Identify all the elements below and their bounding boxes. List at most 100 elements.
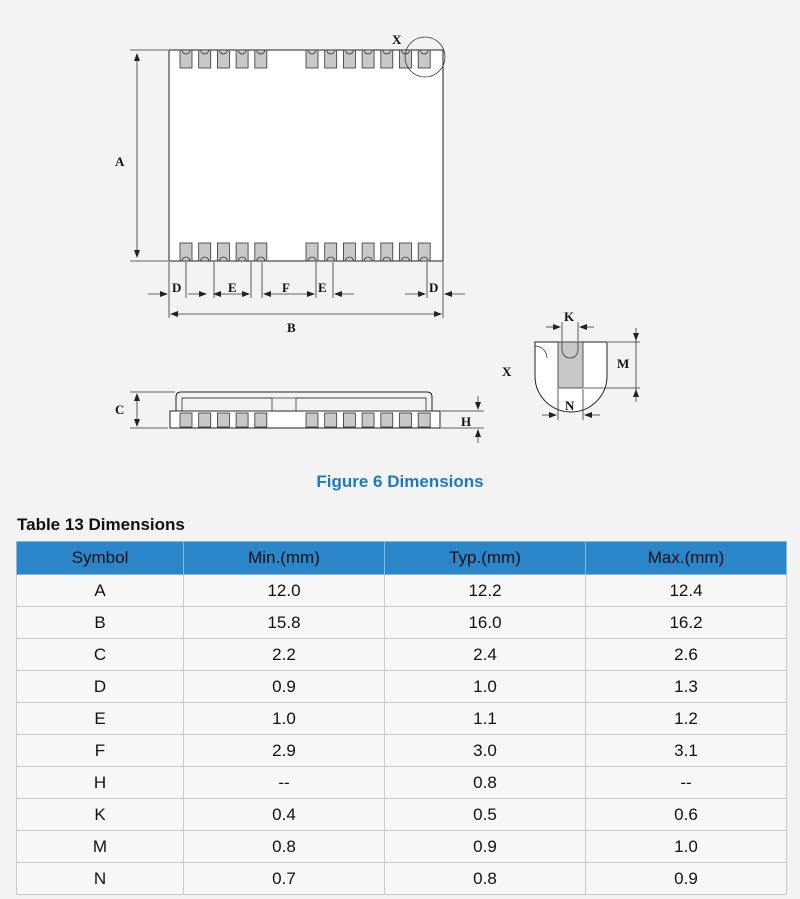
dimension-a: A [115, 49, 168, 262]
table-cell: H [16, 766, 184, 799]
pad-bottom [361, 242, 375, 262]
table-cell: 2.2 [183, 638, 385, 671]
table-cell: C [16, 638, 184, 671]
table-cell: 1.0 [183, 702, 385, 735]
header-min: Min.(mm) [183, 541, 385, 575]
pad-top [342, 49, 356, 69]
pad-top [380, 49, 394, 69]
pad-bottom [216, 242, 230, 262]
label-d-right: D [429, 280, 438, 295]
pad-bottom [324, 242, 338, 262]
pad-side [417, 412, 431, 428]
table-header-row: Symbol Min.(mm) Typ.(mm) Max.(mm) [16, 541, 787, 575]
table-cell: 0.4 [183, 798, 385, 831]
pad-side [216, 412, 230, 428]
pad-notch [219, 49, 228, 55]
table-cell: 0.8 [384, 766, 586, 799]
pad-bottom [399, 242, 412, 262]
pad-top [235, 49, 249, 69]
table-cell: 12.4 [585, 574, 787, 607]
pad-side [198, 412, 212, 428]
header-typ: Typ.(mm) [384, 541, 586, 575]
pad-notch [200, 256, 210, 262]
pad-side [305, 412, 319, 428]
label-x-top: X [392, 32, 402, 47]
table-title: Table 13 Dimensions [17, 515, 185, 534]
dimension-drawing: A D E F E D B X [115, 32, 640, 443]
dimensions-table: Symbol Min.(mm) Typ.(mm) Max.(mm) A 12.0 1… [16, 541, 787, 895]
table-cell: 1.3 [585, 670, 787, 703]
table-row: K 0.4 0.5 0.6 [16, 798, 787, 831]
pad-notch [181, 256, 191, 262]
table-cell: 2.4 [384, 638, 586, 671]
pad-top [324, 49, 338, 69]
table-cell: 0.8 [183, 830, 385, 863]
pad-notch [419, 256, 429, 262]
pad-notch [237, 49, 247, 55]
label-n: N [565, 398, 575, 413]
table-cell: 15.8 [183, 606, 385, 639]
table-cell: N [16, 862, 184, 895]
pad-side [361, 412, 375, 428]
pad-top [417, 49, 431, 69]
table-cell: 12.2 [384, 574, 586, 607]
table-row: H -- 0.8 -- [16, 766, 787, 799]
pad-side [324, 412, 338, 428]
table-cell: -- [183, 766, 385, 799]
table-cell: 2.9 [183, 734, 385, 767]
pad-top [254, 49, 268, 69]
table-cell: E [16, 702, 184, 735]
pad-bottom [198, 242, 212, 262]
pad-bottom [342, 242, 356, 262]
label-x-detail: X [502, 364, 512, 379]
table-cell: A [16, 574, 184, 607]
label-e-left: E [228, 280, 237, 295]
table-cell: 1.0 [384, 670, 586, 703]
pad-notch [382, 256, 392, 262]
table-cell: 3.0 [384, 734, 586, 767]
table-cell: 16.2 [585, 606, 787, 639]
label-k: K [564, 309, 575, 324]
table-row: F 2.9 3.0 3.1 [16, 734, 787, 767]
pad-side [254, 412, 268, 428]
pad-notch [419, 49, 429, 55]
label-m: M [617, 356, 629, 371]
table-cell: 0.7 [183, 862, 385, 895]
table-row: D 0.9 1.0 1.3 [16, 670, 787, 703]
table-cell: B [16, 606, 184, 639]
table-cell: 1.2 [585, 702, 787, 735]
table-cell: F [16, 734, 184, 767]
label-b: B [287, 320, 296, 335]
table-cell: 0.9 [585, 862, 787, 895]
pad-bottom [235, 242, 249, 262]
table-cell: 12.0 [183, 574, 385, 607]
pad-bottom [380, 242, 394, 262]
pad-side [179, 412, 193, 428]
pad-notch [200, 49, 210, 55]
table-cell: 2.6 [585, 638, 787, 671]
table-cell: 0.9 [384, 830, 586, 863]
pad-top [216, 49, 230, 69]
table-cell: 0.5 [384, 798, 586, 831]
table-cell: -- [585, 766, 787, 799]
pad-notch [382, 49, 392, 55]
pad-bottom [179, 242, 193, 262]
table-cell: D [16, 670, 184, 703]
dimension-c: C [115, 391, 175, 429]
pad-bottom [417, 242, 431, 262]
table-row: M 0.8 0.9 1.0 [16, 830, 787, 863]
table-row: A 12.0 12.2 12.4 [16, 574, 787, 607]
detail-x-view: K M N X [502, 309, 640, 420]
pad-notch [326, 49, 336, 55]
module-side-view [169, 391, 441, 429]
table-cell: 1.0 [585, 830, 787, 863]
figure-caption: Figure 6 Dimensions [316, 472, 484, 491]
pad-notch [345, 49, 354, 55]
pad-notch [345, 256, 354, 262]
pad-notch [326, 256, 336, 262]
label-d-left: D [172, 280, 181, 295]
pad-notch [401, 256, 410, 262]
pad-notch [181, 49, 191, 55]
pad-notch [307, 49, 317, 55]
pad-bottom [305, 242, 319, 262]
